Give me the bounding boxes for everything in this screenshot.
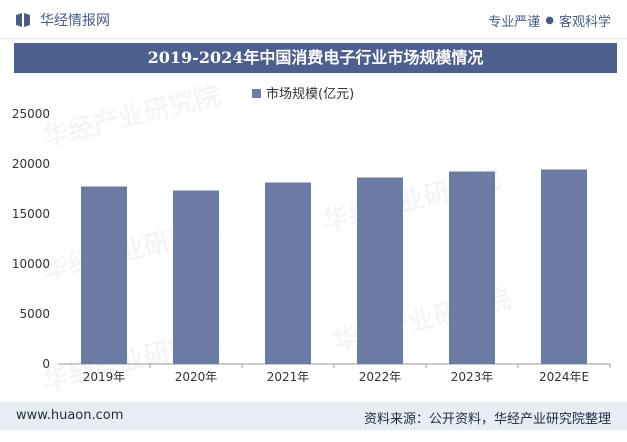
tagline-right: 客观科学 bbox=[558, 15, 611, 30]
bar bbox=[265, 182, 311, 364]
x-tick-label: 2023年 bbox=[451, 370, 494, 384]
bar-chart: 市场规模(亿元) 0 5000 10000 15000 20000 25000 2019年 20… bbox=[12, 86, 611, 384]
x-tick-label: 2019年 bbox=[83, 370, 126, 384]
chart-title: 2019-2024年中国消费电子行业市场规模情况 bbox=[14, 43, 617, 73]
brand-name: 华经情报网 bbox=[40, 13, 110, 29]
y-tick-label: 0 bbox=[42, 357, 50, 371]
tagline: 专业严谨 ● 客观科学 bbox=[488, 11, 611, 30]
brand[interactable]: 华经情报网 bbox=[16, 10, 110, 30]
bar bbox=[449, 171, 495, 364]
y-tick-label: 10000 bbox=[12, 257, 50, 271]
footer: www.huaon.com 资料来源：公开资料，华经产业研究院整理 bbox=[0, 402, 627, 430]
x-tick-label: 2024年E bbox=[539, 370, 589, 384]
legend: 市场规模(亿元) bbox=[252, 86, 354, 102]
bar bbox=[81, 186, 127, 364]
brand-logo-icon bbox=[16, 13, 30, 27]
bar bbox=[173, 190, 219, 364]
footer-url-link[interactable]: www.huaon.com bbox=[16, 408, 124, 423]
tagline-left: 专业严谨 bbox=[488, 15, 541, 30]
y-tick-label: 5000 bbox=[19, 307, 50, 321]
y-tick-label: 20000 bbox=[12, 157, 50, 171]
top-header: 华经情报网 专业严谨 ● 客观科学 bbox=[0, 0, 627, 39]
dot-separator-icon: ● bbox=[545, 15, 554, 26]
x-tick-label: 2020年 bbox=[175, 370, 218, 384]
bar bbox=[541, 169, 587, 364]
footer-source: 资料来源：公开资料，华经产业研究院整理 bbox=[363, 412, 611, 427]
legend-swatch bbox=[252, 89, 261, 98]
bar bbox=[357, 177, 403, 364]
x-tick-label: 2021年 bbox=[267, 370, 310, 384]
x-tick-label: 2022年 bbox=[359, 370, 402, 384]
y-tick-label: 25000 bbox=[12, 107, 50, 121]
legend-label: 市场规模(亿元) bbox=[266, 86, 354, 102]
y-tick-label: 15000 bbox=[12, 207, 50, 221]
